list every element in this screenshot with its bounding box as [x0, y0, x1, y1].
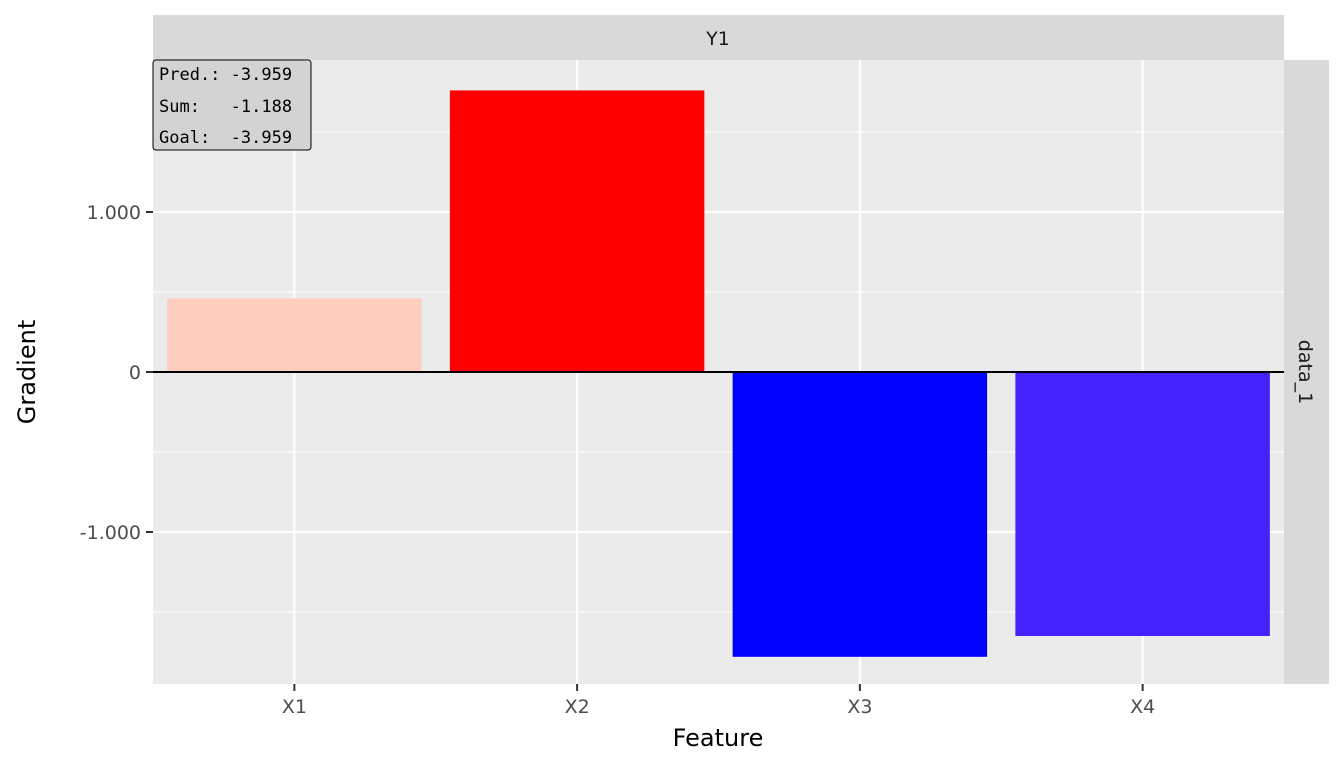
- info-box-background: [152, 59, 312, 151]
- x-tick-label: X1: [282, 696, 307, 718]
- facet-strip-top: [153, 15, 1284, 60]
- facet-strip-top-label: Y1: [705, 28, 730, 50]
- x-tick-label: X3: [847, 696, 872, 718]
- bars: [167, 90, 1270, 657]
- y-tick-label: -1.000: [80, 522, 141, 544]
- info-pred: Pred.: -3.959: [159, 65, 292, 85]
- info-sum: Sum: -1.188: [159, 97, 292, 117]
- axes: 1.000 0 -1.000 X1 X2 X3 X4: [80, 202, 1155, 718]
- bar-x2: [449, 90, 705, 373]
- y-tick-label: 1.000: [87, 202, 141, 224]
- bar-x1: [167, 298, 422, 372]
- x-axis-title: Feature: [673, 724, 764, 752]
- y-axis-title: Gradient: [13, 320, 41, 424]
- facet-strip-right-label: data_1: [1294, 340, 1316, 404]
- facet-strip-right: [1284, 60, 1329, 684]
- info-box: Pred.: -3.959 Sum: -1.188 Goal: -3.959: [152, 59, 312, 151]
- y-tick-label: 0: [129, 362, 141, 384]
- info-goal: Goal: -3.959: [159, 128, 292, 148]
- bar-x3: [732, 372, 988, 657]
- x-tick-label: X4: [1130, 696, 1155, 718]
- bar-x4: [1015, 372, 1270, 636]
- x-tick-label: X2: [565, 696, 590, 718]
